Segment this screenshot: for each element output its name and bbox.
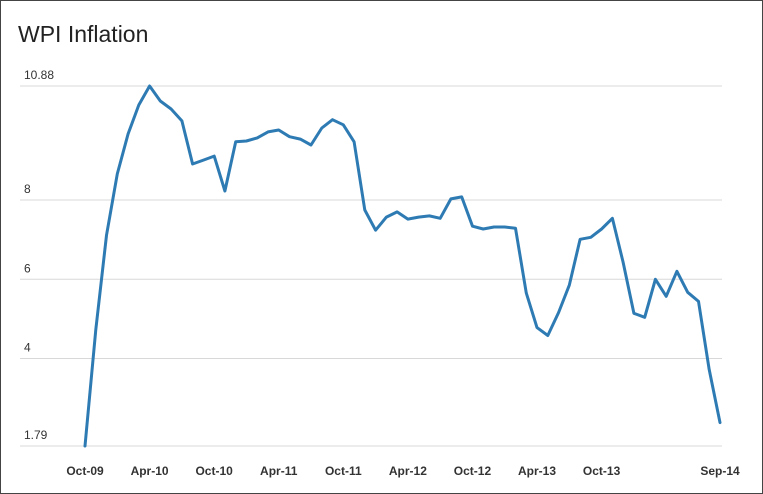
chart-title: WPI Inflation [18,21,148,47]
y-tick-label: 4 [24,340,31,354]
x-tick-label: Apr-13 [518,464,556,478]
x-tick-label: Apr-12 [389,464,427,478]
x-tick-label: Oct-13 [583,464,621,478]
y-tick-label: 1.79 [24,428,48,442]
x-tick-label: Oct-11 [325,464,362,478]
data-line [83,84,722,448]
y-tick-label: 10.88 [24,68,54,82]
y-tick-label: 6 [24,261,31,275]
x-tick-label: Oct-09 [66,464,104,478]
x-tick-label: Oct-12 [454,464,492,478]
x-tick-label: Sep-14 [700,464,740,478]
x-tick-label: Apr-11 [260,464,298,478]
x-tick-label: Oct-10 [195,464,233,478]
x-tick-label: Apr-10 [131,464,169,478]
y-tick-label: 8 [24,182,31,196]
